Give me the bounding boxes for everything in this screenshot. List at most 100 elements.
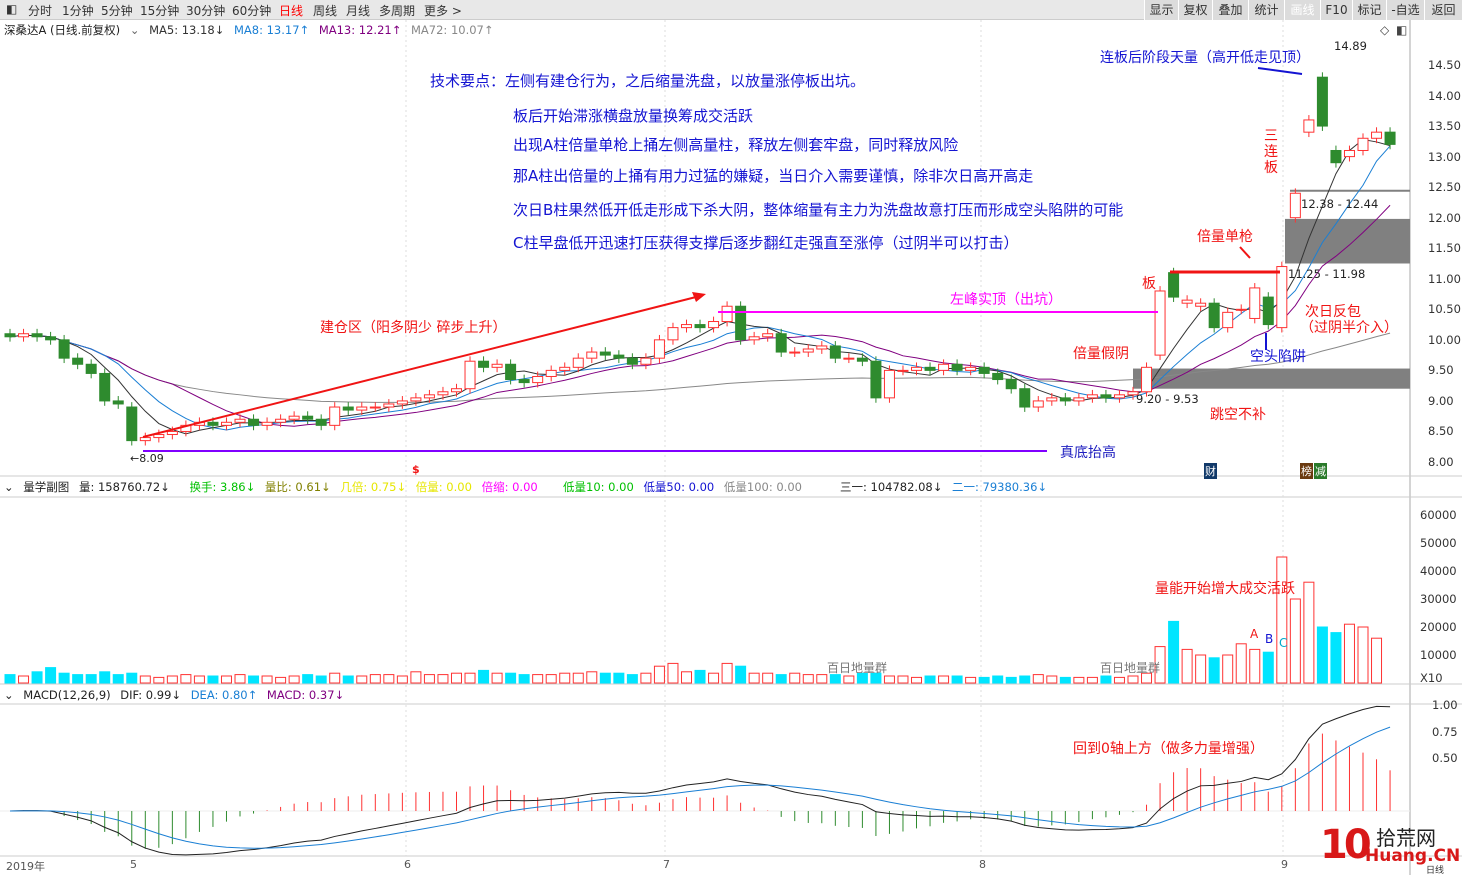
- f10-button[interactable]: F10: [1320, 0, 1352, 20]
- price-tick: 14.50: [1428, 57, 1461, 72]
- finance-marker[interactable]: 财: [1204, 463, 1217, 479]
- period-tab[interactable]: 分时: [28, 4, 53, 18]
- macd-title: MACD(12,26,9): [23, 688, 111, 702]
- adjust-button[interactable]: 复权: [1178, 0, 1212, 20]
- reduce-marker[interactable]: 减: [1314, 463, 1327, 479]
- candle-up: [721, 305, 733, 323]
- diamond-icon[interactable]: ◇: [1380, 23, 1390, 37]
- candle-up: [1343, 149, 1355, 158]
- volume-bar: [1222, 654, 1234, 684]
- volume-bar: [1100, 675, 1112, 684]
- volume-bar: [856, 672, 868, 684]
- ma13-value: MA13: 12.21↑: [318, 23, 402, 37]
- candle-down: [112, 400, 124, 405]
- period-tab[interactable]: 多周期: [379, 4, 416, 18]
- volume-bar: [491, 672, 503, 684]
- candle-down: [1100, 394, 1112, 399]
- annotation-double-gun: 倍量单枪: [1197, 229, 1253, 245]
- annotation-reverse-2: （过阴半介入）: [1300, 320, 1398, 336]
- candle-up: [166, 430, 178, 436]
- volume-bar: [1073, 676, 1085, 684]
- volume-bar: [694, 669, 706, 684]
- candle-up: [1073, 397, 1085, 402]
- ma5-value: MA5: 13.18↓: [149, 23, 225, 37]
- collapse-icon[interactable]: ⌄: [4, 480, 14, 494]
- ma8-line: [9, 145, 1391, 431]
- volume-bar: [478, 669, 490, 684]
- period-tab[interactable]: 月线: [346, 4, 371, 18]
- volume-bar: [410, 671, 422, 684]
- volume-bar: [126, 672, 138, 684]
- volume-bar: [1208, 657, 1220, 684]
- dividend-marker[interactable]: $: [412, 463, 420, 476]
- volume-value: 量: 158760.72↓: [78, 480, 170, 494]
- candle-up: [329, 406, 341, 426]
- candle-down: [992, 372, 1004, 381]
- candle-up: [1235, 308, 1247, 311]
- candle-up: [423, 394, 435, 399]
- candle-up: [288, 415, 300, 420]
- period-tab[interactable]: 15分钟: [140, 4, 180, 18]
- low10-value: 低量10: 0.00: [563, 480, 634, 494]
- label-a: A: [1250, 627, 1259, 641]
- display-button[interactable]: 显示: [1144, 0, 1178, 20]
- period-toolbar: ◧ 分时 1分钟 5分钟 15分钟 30分钟 60分钟 日线 周线 月线 多周期…: [0, 0, 1462, 20]
- volume-bar: [275, 676, 287, 684]
- logo-domain: Huang.CN: [1365, 846, 1461, 866]
- period-tab[interactable]: 60分钟: [232, 4, 272, 18]
- low-volume-label: 百日地量群: [1100, 661, 1161, 675]
- panel-toggle-icon[interactable]: ◧: [6, 2, 18, 16]
- macd-legend: ⌄ MACD(12,26,9) DIF: 0.99↓ DEA: 0.80↑ MA…: [4, 688, 350, 702]
- volume-tick: X10: [1420, 671, 1443, 685]
- mark-button[interactable]: 标记: [1352, 0, 1386, 20]
- period-tab[interactable]: 周线: [313, 4, 338, 18]
- period-tab[interactable]: 30分钟: [186, 4, 226, 18]
- volume-title: 量学副图: [23, 480, 70, 494]
- overlay-button[interactable]: 叠加: [1212, 0, 1248, 20]
- volume-bar: [708, 672, 720, 684]
- candle-up: [1154, 290, 1166, 356]
- candle-down: [626, 357, 638, 365]
- volume-bar: [626, 674, 638, 684]
- draw-button[interactable]: 画线: [1284, 0, 1320, 20]
- back-button[interactable]: 返回: [1424, 0, 1462, 20]
- collapse-icon[interactable]: ⌄: [4, 688, 14, 702]
- candle-down: [248, 418, 260, 426]
- ma72-line: [9, 332, 1391, 403]
- collapse-icon[interactable]: ⌄: [129, 23, 140, 37]
- volume-bar: [18, 675, 30, 684]
- gap-label: 12.38 - 12.44: [1301, 197, 1379, 211]
- candle-up: [789, 351, 801, 354]
- period-tab[interactable]: 1分钟: [62, 4, 94, 18]
- volume-bar: [1059, 676, 1071, 684]
- candle-down: [126, 406, 138, 442]
- candle-up: [667, 327, 679, 341]
- period-tab-active[interactable]: 日线: [279, 4, 304, 18]
- price-tick: 8.00: [1428, 455, 1454, 469]
- period-tab[interactable]: 更多 >: [424, 4, 462, 18]
- panel-toggle-icon[interactable]: ◧: [1396, 23, 1408, 37]
- candle-down: [505, 363, 517, 381]
- candle-up: [965, 366, 977, 371]
- annotation-line: 次日B柱果然低开低走形成下杀大阴，整体缩量有主力为洗盘故意打压而形成空头陷阱的可…: [513, 201, 1124, 219]
- watchlist-button[interactable]: -自选: [1386, 0, 1424, 20]
- period-tab[interactable]: 5分钟: [101, 4, 133, 18]
- ratio-value: 量比: 0.61↓: [264, 480, 331, 494]
- volume-tick: 20000: [1420, 620, 1457, 634]
- candle-up: [450, 388, 462, 393]
- volume-bar: [992, 675, 1004, 684]
- candle-up: [396, 400, 408, 405]
- list-marker[interactable]: 榜: [1300, 463, 1313, 479]
- volume-bar: [802, 674, 814, 684]
- candle-up: [356, 406, 368, 411]
- stats-button[interactable]: 统计: [1248, 0, 1284, 20]
- candle-down: [45, 336, 57, 341]
- volume-bar: [1357, 626, 1369, 684]
- arrow-head: [692, 292, 706, 302]
- candle-down: [1005, 379, 1017, 390]
- stock-title: 深桑达A (日线.前复权): [4, 23, 121, 37]
- date-tick: 6: [404, 858, 411, 871]
- volume-bar: [139, 675, 151, 684]
- macd-tick: 0.50: [1432, 751, 1458, 765]
